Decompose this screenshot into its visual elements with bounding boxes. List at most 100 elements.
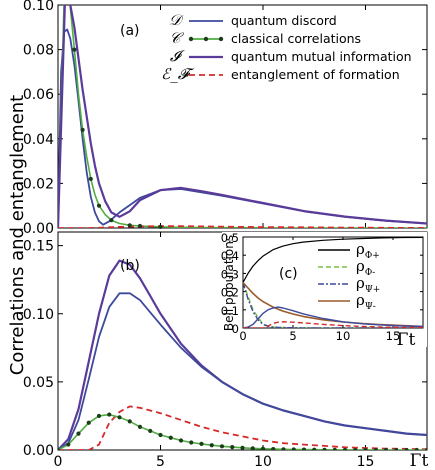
legend-c-label-0: ρΦ+ xyxy=(356,240,380,261)
panel-b-series xyxy=(58,259,427,450)
panel-a-series-eof xyxy=(58,225,427,228)
inset-y-label: Bell populations xyxy=(222,235,236,331)
panel-a-marker-2 xyxy=(88,176,93,182)
legend-c-label-1: ρΦ- xyxy=(356,257,375,278)
legend-a-label-3: entanglement of formation xyxy=(231,67,400,82)
panel-a-marker-7 xyxy=(158,224,163,229)
panel-b-marker-18 xyxy=(240,445,245,450)
panel-b-marker-11 xyxy=(168,435,173,440)
legend-a-symbol-0: 𝒟 xyxy=(169,11,184,29)
y-tick-label-4: 0.4 xyxy=(221,249,239,263)
panel-a-marker-4 xyxy=(109,218,114,223)
panel-b-marker-14 xyxy=(199,441,204,446)
panel-b-marker-7 xyxy=(127,419,132,424)
panel-b-marker-29 xyxy=(353,447,358,450)
panel-b-marker-1 xyxy=(66,442,71,447)
panel-b-marker-28 xyxy=(342,447,348,450)
panel-a-label: (a) xyxy=(120,23,140,39)
panel-b-marker-36 xyxy=(424,447,427,450)
x-tick-label-0: 0 xyxy=(54,454,63,470)
panel-b-marker-10 xyxy=(158,432,163,438)
y-tick-label-1: 0.02 xyxy=(23,176,54,192)
panel-c-series xyxy=(243,237,423,328)
y-tick-label-1: 0.05 xyxy=(23,375,54,391)
panel-b-marker-31 xyxy=(373,447,378,450)
y-tick-label-0: 0.00 xyxy=(23,443,54,459)
panel-b-marker-3 xyxy=(86,420,91,425)
panel-b-marker-22 xyxy=(281,447,286,450)
panel-a-marker-6 xyxy=(137,223,143,229)
panel-b-marker-25 xyxy=(312,447,317,450)
panel-a-series xyxy=(58,5,427,229)
x-tick-label-1: 5 xyxy=(156,454,165,470)
panel-b-marker-23 xyxy=(291,447,296,450)
panel-b-marker-20 xyxy=(260,446,266,450)
panel-b-marker-19 xyxy=(250,446,255,450)
legend-c-label-3: ρΨ- xyxy=(356,291,376,312)
panel-b-marker-8 xyxy=(137,424,143,429)
legend-a-label-2: quantum mutual information xyxy=(231,49,412,64)
panel-b-label: (b) xyxy=(120,258,140,274)
panel-b-marker-16 xyxy=(219,444,225,449)
x-tick-label-2: 10 xyxy=(336,329,351,343)
inset-x-label: Γt xyxy=(397,330,416,350)
legend-a-dot-1 xyxy=(203,36,209,42)
panel-b-marker-5 xyxy=(107,412,112,417)
legend-a-symbol-3: ℰ_𝓕 xyxy=(161,65,195,83)
panel-c-series-psi_plus xyxy=(243,282,423,328)
panel-b-marker-33 xyxy=(394,447,399,450)
x-tick-label-1: 5 xyxy=(289,329,296,343)
legend-a-symbol-1: 𝒞 xyxy=(170,29,185,47)
x-tick-label-3: 15 xyxy=(386,329,401,343)
y-tick-label-3: 0.3 xyxy=(221,267,239,281)
panel-b-series-classical xyxy=(58,413,427,450)
panel-a-marker-5 xyxy=(127,223,132,228)
panel-b-ticks: 0 5 10 150.000.050.100.15 xyxy=(23,232,427,470)
panel-b-marker-17 xyxy=(230,445,235,450)
y-tick-label-1: 0.1 xyxy=(221,304,239,318)
panel-a-marker-0 xyxy=(72,47,77,52)
y-tick-label-0: 0 xyxy=(232,322,239,336)
y-tick-label-4: 0.08 xyxy=(23,43,54,59)
panel-b-marker-34 xyxy=(404,447,409,450)
y-tick-label-2: 0.2 xyxy=(221,286,239,300)
x-tick-label-3: 15 xyxy=(357,454,375,470)
panel-b-marker-12 xyxy=(178,438,184,443)
panel-b-marker-27 xyxy=(332,447,337,450)
panel-a-marker-1 xyxy=(80,127,85,132)
panel-b-marker-15 xyxy=(209,443,214,448)
panel-b-marker-35 xyxy=(414,447,419,450)
panel-b-series-discord xyxy=(58,292,427,450)
x-tick-label-0: 0 xyxy=(239,329,246,343)
y-tick-label-3: 0.06 xyxy=(23,87,54,103)
panel-a-series-mutual xyxy=(58,5,427,228)
legend-a-label-0: quantum discord xyxy=(231,13,337,28)
y-tick-label-2: 0.04 xyxy=(23,132,54,148)
panel-b-marker-21 xyxy=(271,446,276,450)
panel-b-marker-26 xyxy=(322,447,327,450)
panel-b-marker-32 xyxy=(383,447,389,450)
inset-panel-label: (c) xyxy=(279,266,298,282)
panel-b-series-eof xyxy=(58,405,427,450)
y-axis-label: Correlations and entanglement xyxy=(7,95,28,376)
panel-c-series-discord_inset xyxy=(243,306,423,328)
legend-c-label-2: ρΨ+ xyxy=(356,274,380,295)
y-tick-label-2: 0.10 xyxy=(23,307,54,323)
y-tick-label-3: 0.15 xyxy=(23,239,54,255)
legend-a-label-1: classical correlations xyxy=(231,31,361,46)
panel-c-legend: ρΦ+ρΦ-ρΨ+ρΨ- xyxy=(318,240,380,312)
panel-b: 0 5 10 150.000.050.100.15 (b) xyxy=(23,231,428,470)
legend-a-dot-2 xyxy=(218,36,224,42)
panel-b-marker-13 xyxy=(189,440,194,445)
y-tick-label-0: 0.00 xyxy=(23,221,54,237)
panel-b-marker-30 xyxy=(363,447,368,450)
legend-a-dot-0 xyxy=(188,36,194,42)
panel-a-ticks: 0.00 0.02 0.04 0.06 0.08 0.10 xyxy=(23,0,427,237)
legend-a-symbol-2: 𝓘 xyxy=(170,47,185,65)
x-tick-label-2: 10 xyxy=(254,454,272,470)
panel-b-marker-2 xyxy=(76,431,81,436)
